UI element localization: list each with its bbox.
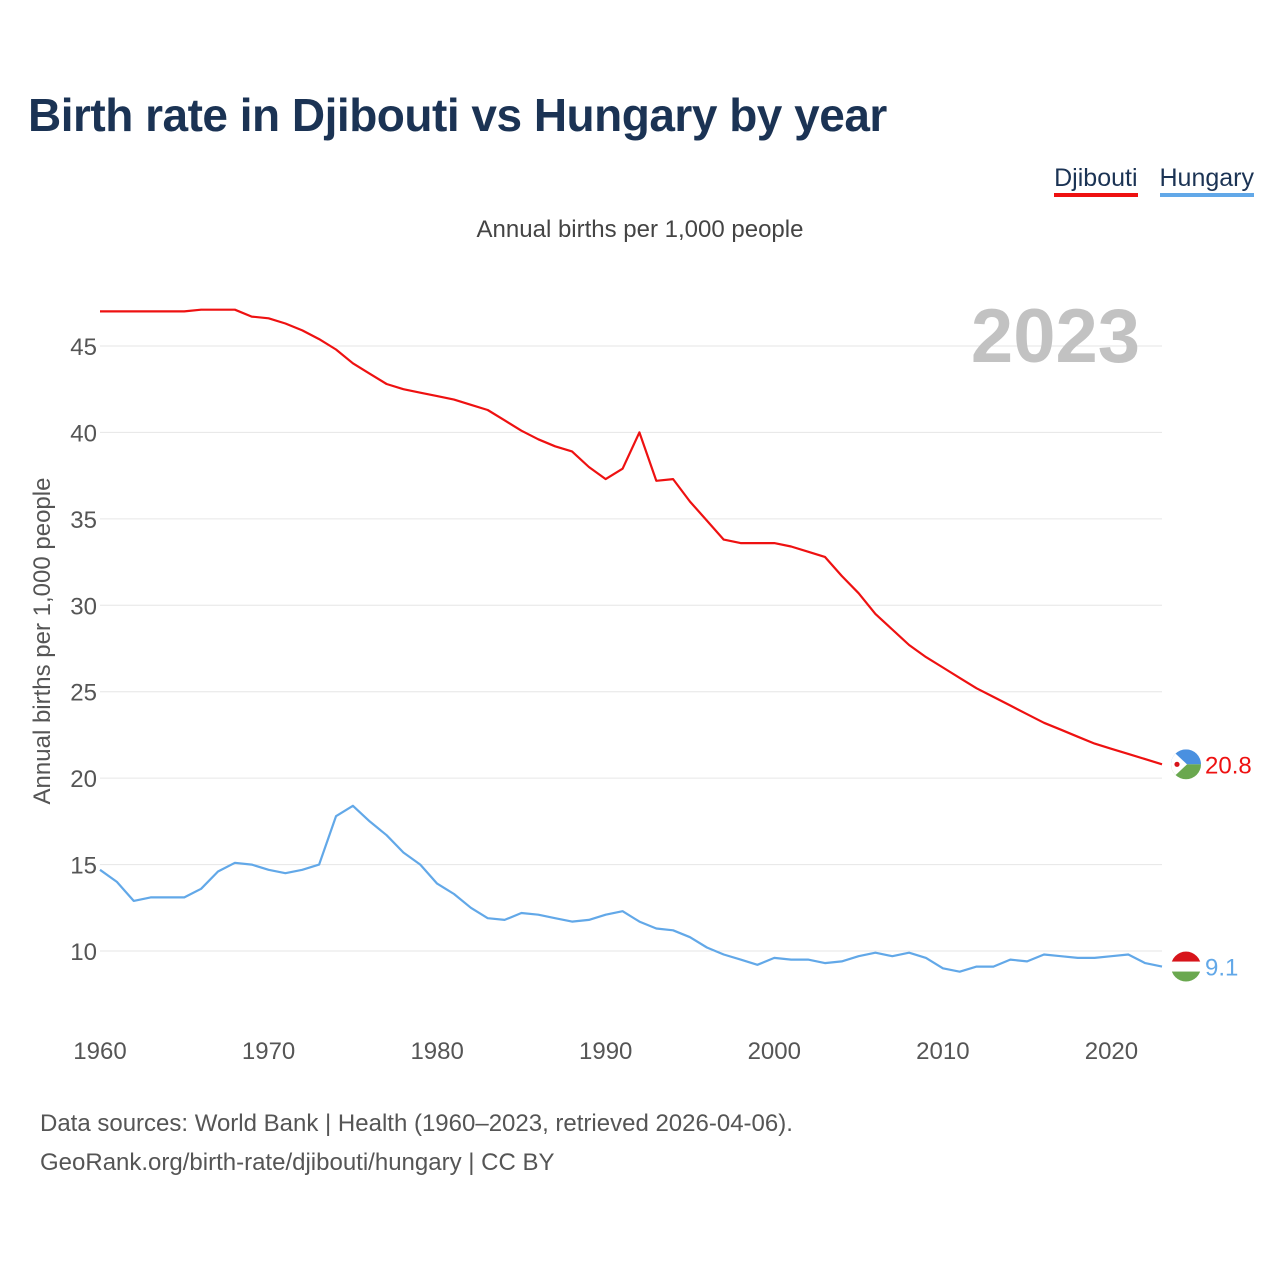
legend-item-hungary[interactable]: Hungary <box>1159 164 1254 197</box>
x-tick-label-1960: 1960 <box>73 1038 126 1065</box>
x-tick-label-1980: 1980 <box>410 1038 463 1065</box>
x-tick-label-1970: 1970 <box>242 1038 295 1065</box>
legend: Djibouti Hungary <box>1054 164 1254 197</box>
footer: Data sources: World Bank | Health (1960–… <box>40 1104 793 1182</box>
y-tick-label-25: 25 <box>70 680 97 707</box>
y-tick-label-40: 40 <box>70 420 97 447</box>
x-tick-label-1990: 1990 <box>579 1038 632 1065</box>
end-value-label-hungary: 9.1 <box>1205 955 1238 982</box>
end-value-label-djibouti: 20.8 <box>1205 752 1252 779</box>
chart-title: Birth rate in Djibouti vs Hungary by yea… <box>28 89 887 141</box>
chart-subtitle: Annual births per 1,000 people <box>476 216 804 243</box>
x-tick-label-2000: 2000 <box>748 1038 801 1065</box>
y-tick-label-30: 30 <box>70 593 97 620</box>
y-tick-label-20: 20 <box>70 766 97 793</box>
series-line-hungary <box>99 804 1163 973</box>
series-line-djibouti <box>100 308 1163 766</box>
y-axis-label: Annual births per 1,000 people <box>29 478 56 805</box>
x-tick-label-2020: 2020 <box>1085 1038 1138 1065</box>
y-tick-label-15: 15 <box>70 853 97 880</box>
attribution-text: GeoRank.org/birth-rate/djibouti/hungary … <box>40 1149 555 1176</box>
djibouti-flag-icon <box>1171 749 1201 780</box>
y-tick-label-35: 35 <box>70 507 97 534</box>
y-tick-label-45: 45 <box>70 334 97 361</box>
hungary-flag-icon <box>1171 951 1201 982</box>
year-label: 2023 <box>971 294 1140 379</box>
x-tick-label-2010: 2010 <box>916 1038 969 1065</box>
y-tick-label-10: 10 <box>70 939 97 966</box>
data-sources-text: Data sources: World Bank | Health (1960–… <box>40 1110 793 1137</box>
legend-item-djibouti[interactable]: Djibouti <box>1054 164 1138 197</box>
